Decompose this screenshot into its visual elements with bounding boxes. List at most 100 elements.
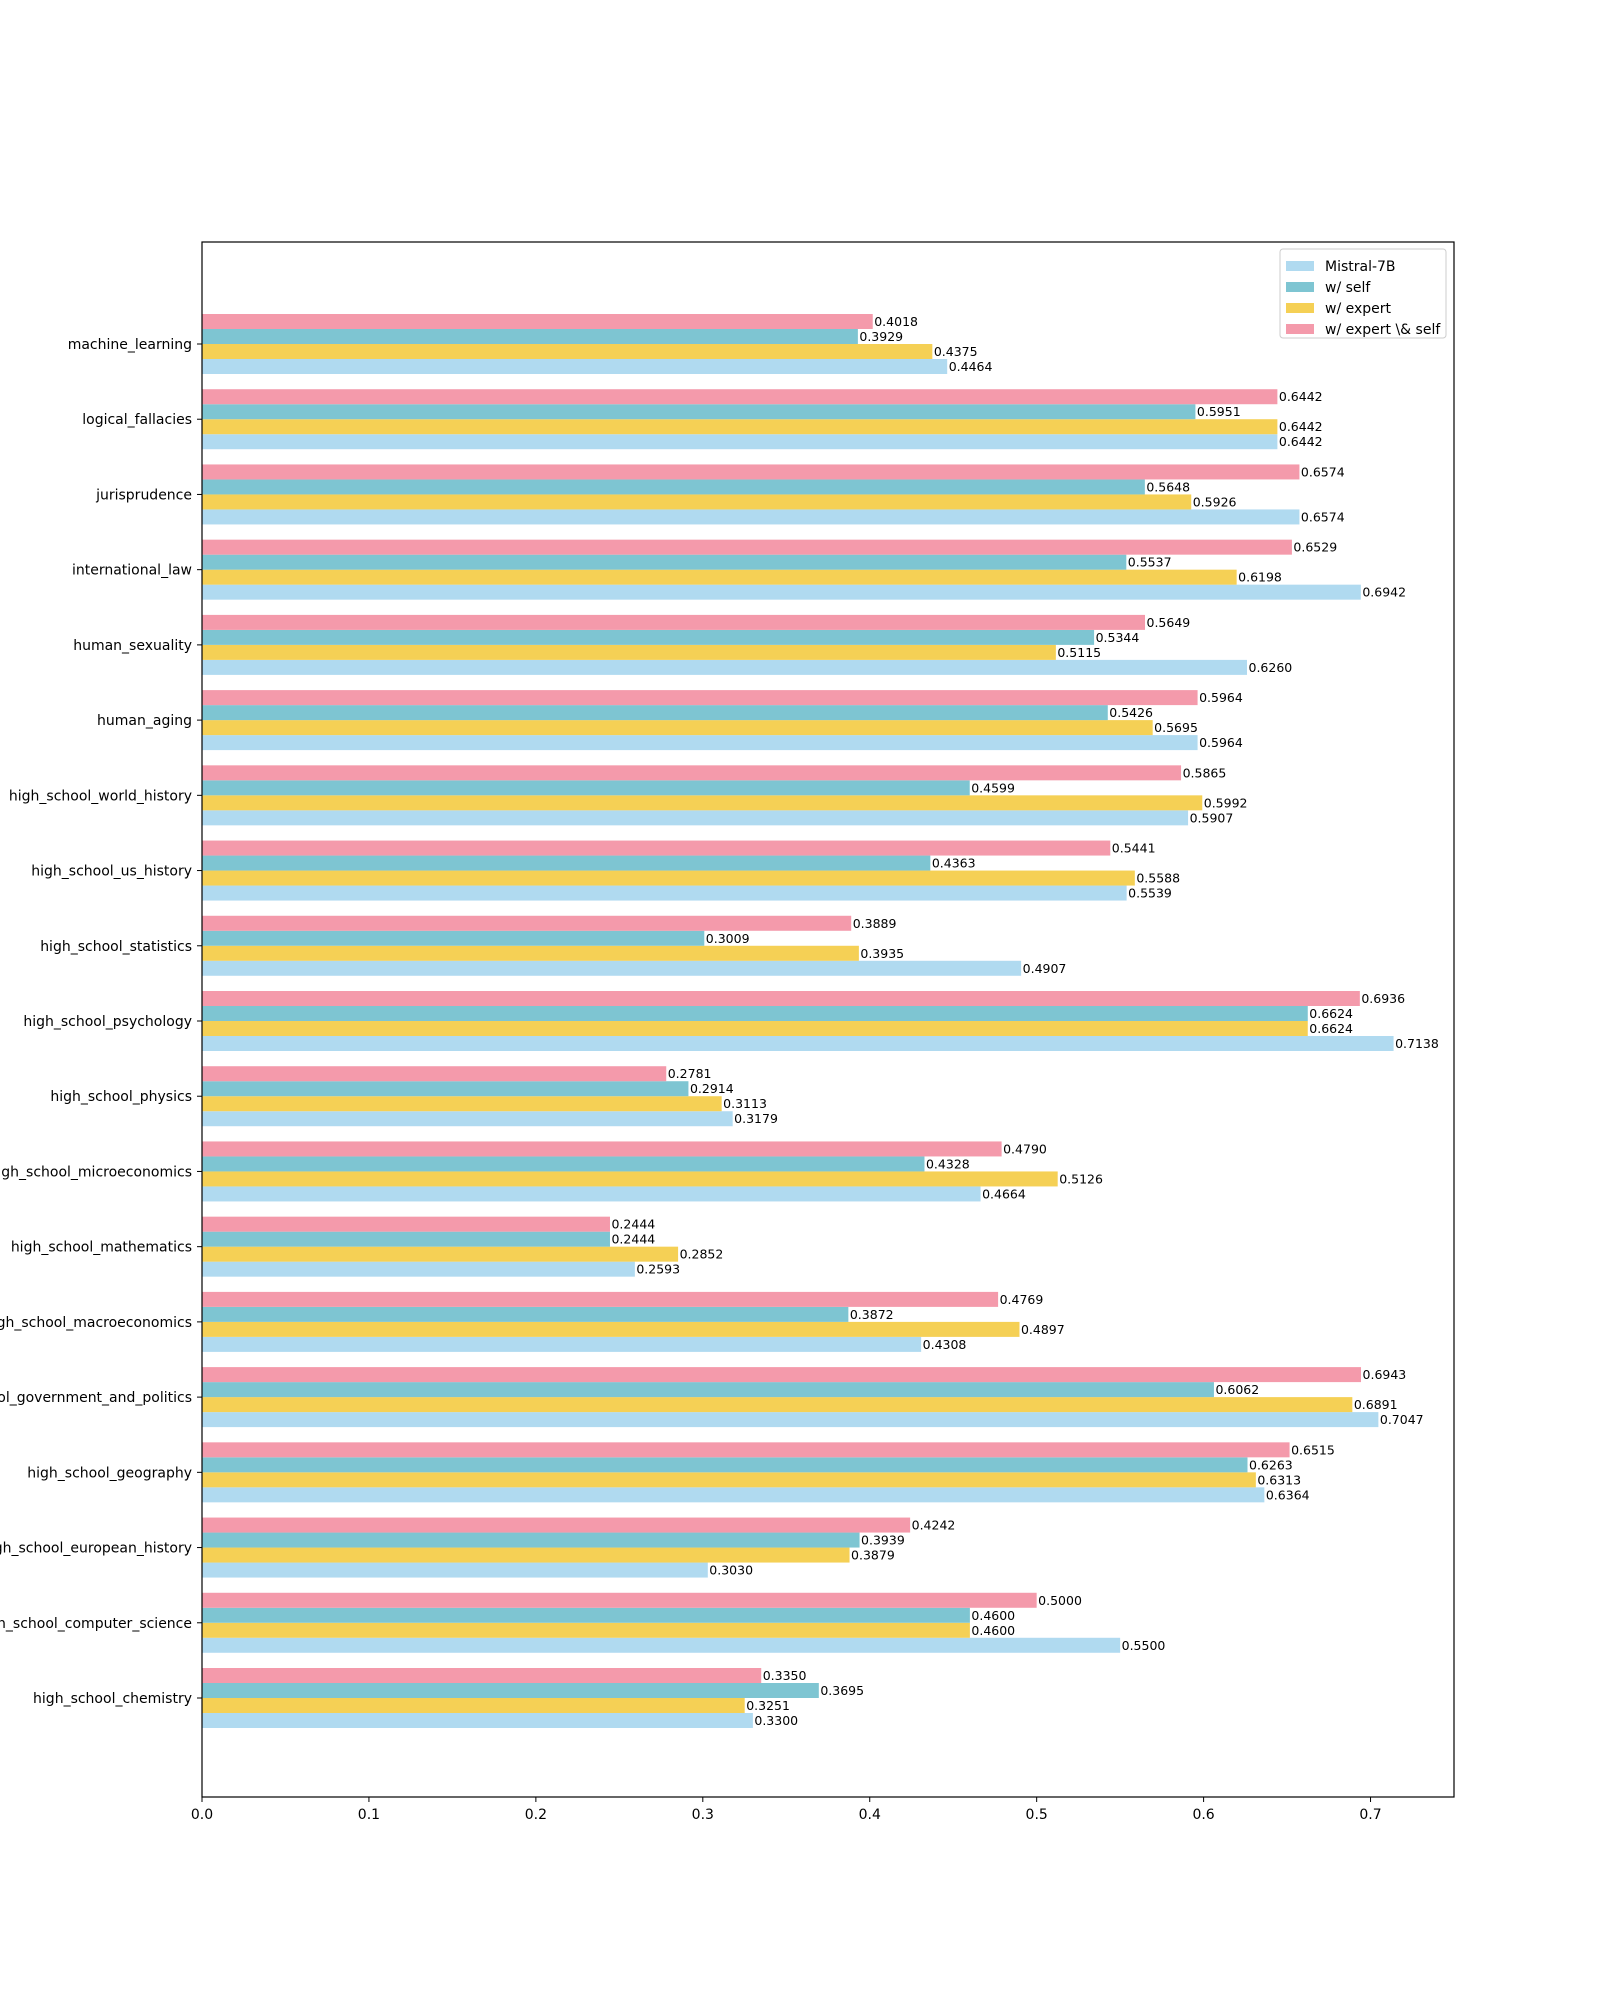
data-label: 0.5537 — [1128, 555, 1172, 570]
data-label: 0.6624 — [1309, 1006, 1353, 1021]
y-tick-label: high_school_computer_science — [0, 1616, 192, 1632]
bar — [202, 1367, 1362, 1383]
data-label: 0.6574 — [1301, 464, 1345, 479]
data-label: 0.5951 — [1197, 404, 1241, 419]
y-tick-label: machine_learning — [68, 337, 192, 353]
data-label: 0.3935 — [860, 946, 904, 961]
bar — [202, 1532, 860, 1548]
bar — [202, 765, 1182, 781]
legend-swatch — [1286, 324, 1314, 334]
data-label: 0.3695 — [820, 1683, 864, 1698]
data-label: 0.5500 — [1122, 1638, 1166, 1653]
bar — [202, 1306, 849, 1322]
bar — [202, 1021, 1308, 1036]
bar — [202, 1186, 981, 1202]
data-label: 0.5539 — [1128, 886, 1172, 901]
x-tick-label: 0.2 — [525, 1807, 547, 1823]
bar — [202, 659, 1248, 675]
bar — [202, 1066, 667, 1082]
bar — [202, 494, 1192, 510]
bar — [202, 554, 1127, 570]
data-label: 0.3179 — [734, 1111, 778, 1126]
data-label: 0.6943 — [1363, 1367, 1407, 1382]
bar — [202, 1442, 1290, 1458]
data-label: 0.6942 — [1362, 585, 1406, 600]
bar — [202, 870, 1135, 886]
legend-swatch — [1286, 303, 1314, 313]
value-labels-layer: 0.44640.43750.39290.40180.64420.64420.59… — [611, 314, 1438, 1728]
bar — [202, 569, 1237, 585]
data-label: 0.6260 — [1249, 660, 1293, 675]
y-tick-label: high_school_psychology — [23, 1014, 192, 1030]
data-label: 0.3929 — [859, 329, 903, 344]
x-tick-label: 0.3 — [692, 1807, 714, 1823]
data-label: 0.6936 — [1361, 991, 1405, 1006]
data-label: 0.2914 — [690, 1081, 734, 1096]
legend-swatch — [1286, 261, 1314, 271]
bars-layer — [202, 314, 1394, 1728]
y-tick-label: high_school_macroeconomics — [0, 1315, 192, 1331]
y-tick-label: international_law — [72, 563, 192, 579]
data-label: 0.3350 — [763, 1668, 807, 1683]
bar — [202, 1096, 722, 1112]
bar — [202, 1231, 610, 1247]
legend-entry: w/ self — [1325, 280, 1371, 296]
data-label: 0.3251 — [746, 1698, 790, 1713]
y-tick-label: human_sexuality — [73, 638, 192, 654]
bar — [202, 419, 1278, 435]
bar — [202, 840, 1111, 856]
data-label: 0.3879 — [851, 1548, 895, 1563]
bar — [202, 1321, 1020, 1337]
bar — [202, 509, 1300, 525]
bar — [202, 314, 873, 329]
x-tick-label: 0.7 — [1359, 1807, 1381, 1823]
data-label: 0.5441 — [1112, 841, 1156, 856]
data-label: 0.5992 — [1204, 795, 1248, 810]
legend-box — [1279, 248, 1447, 339]
y-tick-label: high_school_microeconomics — [0, 1164, 192, 1180]
data-label: 0.4600 — [971, 1608, 1015, 1623]
bar — [202, 1336, 922, 1352]
data-label: 0.5964 — [1199, 735, 1243, 750]
y-tick-label: high_school_us_history — [31, 864, 192, 880]
data-label: 0.6891 — [1354, 1397, 1398, 1412]
x-tick-label: 0.6 — [1192, 1807, 1214, 1823]
data-label: 0.5344 — [1096, 630, 1140, 645]
data-label: 0.5907 — [1190, 810, 1234, 825]
bar — [202, 795, 1203, 811]
data-label: 0.4464 — [949, 359, 993, 374]
data-label: 0.7138 — [1395, 1036, 1439, 1051]
bar — [202, 780, 970, 796]
x-tick-label: 0.1 — [358, 1807, 380, 1823]
bar — [202, 1156, 925, 1172]
bar — [202, 1261, 635, 1277]
data-label: 0.6624 — [1309, 1021, 1353, 1036]
y-tick-label: logical_fallacies — [82, 412, 192, 428]
data-label: 0.4018 — [874, 314, 918, 329]
bar — [202, 1036, 1394, 1051]
data-label: 0.4790 — [1003, 1141, 1047, 1156]
y-tick-label: high_school_world_history — [9, 788, 192, 804]
x-tick-label: 0.4 — [859, 1807, 881, 1823]
data-label: 0.2593 — [636, 1262, 680, 1277]
data-label: 0.5926 — [1193, 494, 1237, 509]
bar — [202, 1713, 753, 1728]
bar — [202, 344, 933, 359]
bar — [202, 329, 858, 344]
bar — [202, 855, 931, 871]
bar — [202, 539, 1292, 555]
bar — [202, 1412, 1379, 1428]
data-label: 0.3300 — [754, 1713, 798, 1728]
bar — [202, 1006, 1308, 1021]
bar — [202, 614, 1146, 630]
data-label: 0.2852 — [680, 1247, 724, 1262]
bar — [202, 584, 1361, 600]
data-label: 0.7047 — [1380, 1412, 1424, 1427]
bar — [202, 991, 1360, 1006]
data-label: 0.4242 — [912, 1518, 956, 1533]
data-label: 0.5426 — [1109, 705, 1153, 720]
bar — [202, 720, 1153, 736]
bar — [202, 1607, 970, 1623]
bar — [202, 1081, 689, 1097]
bar — [202, 1246, 679, 1262]
